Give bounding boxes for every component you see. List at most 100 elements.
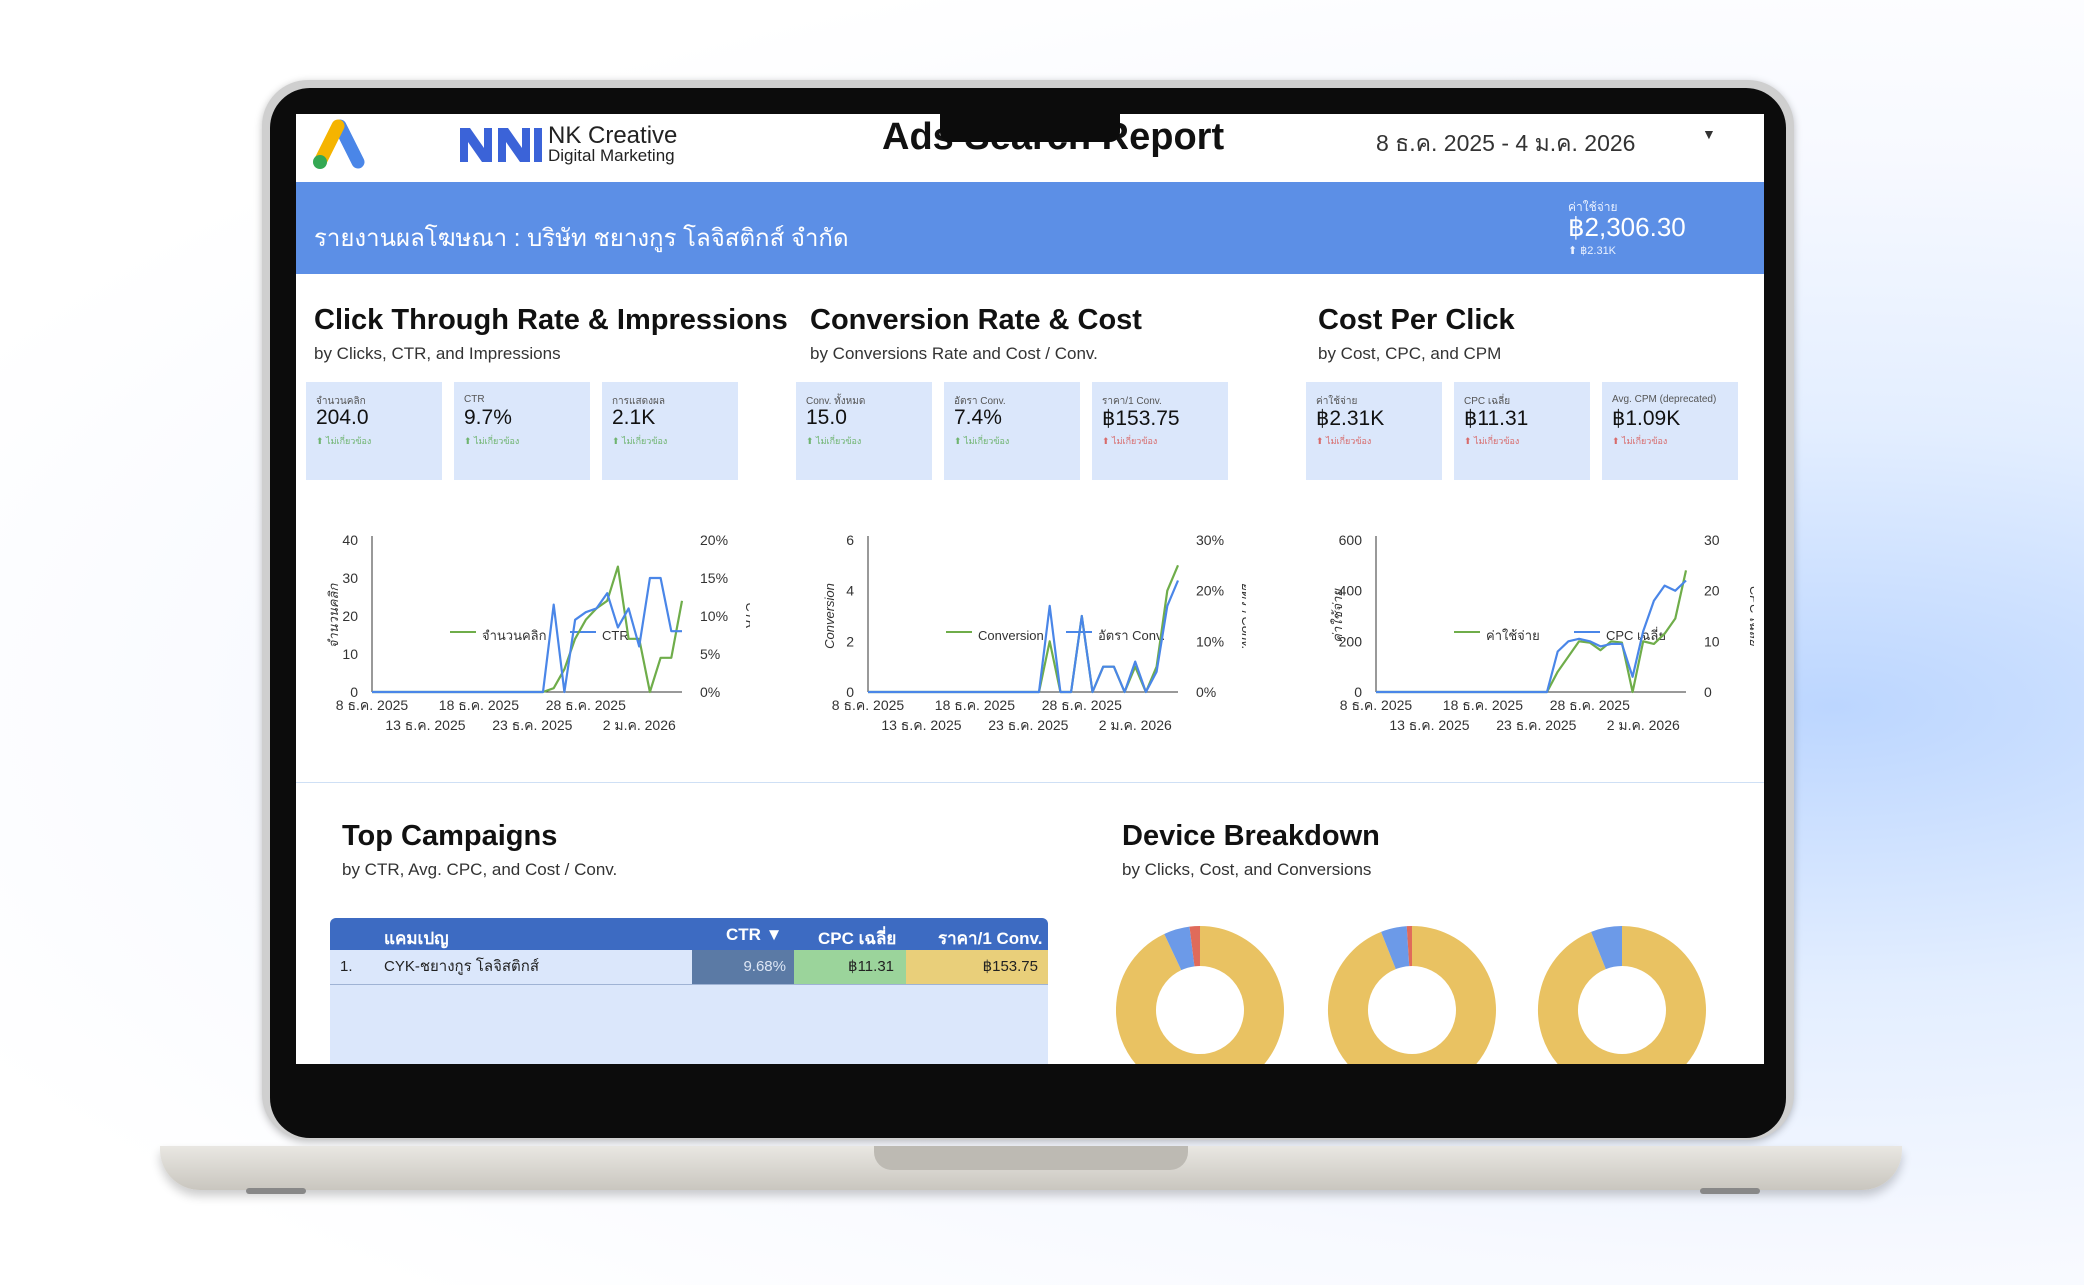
kpi-card[interactable]: Conv. ทั้งหมด 15.0 ⬆ ไม่เกี่ยวข้อง (796, 382, 932, 480)
row-divider (330, 984, 1048, 985)
y2-tick-label: 20 (1704, 583, 1720, 599)
kpi-value: 7.4% (954, 406, 1002, 429)
kpi-card[interactable]: ค่าใช้จ่าย ฿2.31K ⬆ ไม่เกี่ยวข้อง (1306, 382, 1442, 480)
x-tick-label: 28 ธ.ค. 2025 (1550, 697, 1630, 713)
column-header-cpc[interactable]: CPC เฉลี่ย (818, 929, 897, 948)
x-tick-label: 13 ธ.ค. 2025 (385, 717, 465, 733)
x-tick-label: 23 ธ.ค. 2025 (1496, 717, 1576, 733)
series-line (1376, 579, 1687, 694)
y-tick-label: 30 (342, 570, 358, 586)
y-axis-title: Conversion (822, 583, 837, 649)
kpi-value: 15.0 (806, 406, 847, 429)
campaign-cost-per-conv: ฿153.75 (906, 950, 1048, 984)
x-tick-label: 2 ม.ค. 2026 (1607, 717, 1680, 733)
y-tick-label: 20 (342, 608, 358, 624)
donut-slice (1328, 926, 1496, 1064)
y2-tick-label: 30 (1704, 532, 1720, 548)
section-title-conversion: Conversion Rate & Cost (810, 304, 1142, 336)
x-tick-label: 13 ธ.ค. 2025 (881, 717, 961, 733)
x-tick-label: 18 ธ.ค. 2025 (1443, 697, 1523, 713)
table-header: แคมเปญ CTR ▼ CPC เฉลี่ย ราคา/1 Conv. (330, 918, 1048, 950)
y-tick-label: 200 (1339, 633, 1363, 649)
y-tick-label: 4 (846, 583, 854, 599)
total-cost-label: ค่าใช้จ่าย (1568, 200, 1618, 214)
kpi-label: Avg. CPM (deprecated) (1612, 394, 1717, 405)
device-donut-charts[interactable] (1116, 924, 1756, 1064)
kpi-delta: ⬆ ไม่เกี่ยวข้อง (806, 436, 862, 446)
kpi-card[interactable]: Avg. CPM (deprecated) ฿1.09K ⬆ ไม่เกี่ยวข้… (1602, 382, 1738, 480)
top-campaigns-table: แคมเปญ CTR ▼ CPC เฉลี่ย ราคา/1 Conv. 1. … (330, 918, 1048, 1064)
nk-creative-logo-icon (460, 128, 542, 162)
legend-label: จำนวนคลิก (482, 628, 547, 643)
y-tick-label: 2 (846, 633, 854, 649)
laptop-opening-notch (874, 1146, 1188, 1170)
y2-axis-title: CTR (743, 603, 750, 630)
kpi-card[interactable]: CPC เฉลี่ย ฿11.31 ⬆ ไม่เกี่ยวข้อง (1454, 382, 1590, 480)
kpi-value: 2.1K (612, 406, 656, 429)
kpi-label: อัตรา Conv. (954, 396, 1006, 407)
donut-slice (1381, 926, 1410, 970)
y-tick-label: 0 (846, 684, 854, 700)
clicks-ctr-chart[interactable]: จำนวนคลิก CTR 0 10 20 30 40 0% 5% 10% 15% 20% จำนวนค… (310, 510, 750, 788)
y2-tick-label: 10% (1196, 633, 1224, 649)
x-tick-label: 8 ธ.ค. 2025 (1340, 697, 1413, 713)
table-row[interactable]: 1. CYK-ชยางกูร โลจิสติกส์ 9.68% ฿11.31 ฿… (330, 950, 1048, 984)
x-tick-label: 13 ธ.ค. 2025 (1389, 717, 1469, 733)
x-tick-label: 28 ธ.ค. 2025 (546, 697, 626, 713)
donut-slice (1538, 926, 1706, 1064)
kpi-card[interactable]: ราคา/1 Conv. ฿153.75 ⬆ ไม่เกี่ยวข้อง (1092, 382, 1228, 480)
y2-tick-label: 10% (700, 608, 728, 624)
kpi-label: CTR (464, 394, 485, 405)
x-tick-label: 2 ม.ค. 2026 (603, 717, 676, 733)
donut-slice (1189, 925, 1201, 967)
kpi-label: การแสดงผล (612, 396, 665, 407)
kpi-delta: ⬆ ไม่เกี่ยวข้อง (954, 436, 1010, 446)
cost-cpc-chart[interactable]: ค่าใช้จ่าย CPC เฉลี่ย 0 200 400 600 0 10 20 30 ค่า… (1314, 510, 1754, 788)
section-divider (296, 782, 1764, 783)
column-header-campaign[interactable]: แคมเปญ (384, 929, 449, 948)
kpi-value: 204.0 (316, 406, 369, 429)
kpi-label: ค่าใช้จ่าย (1316, 396, 1358, 407)
kpi-delta: ⬆ ไม่เกี่ยวข้อง (612, 436, 668, 446)
x-tick-label: 23 ธ.ค. 2025 (492, 717, 572, 733)
y-tick-label: 600 (1339, 532, 1363, 548)
legend-label: อัตรา Conv. (1098, 628, 1165, 643)
x-tick-label: 23 ธ.ค. 2025 (988, 717, 1068, 733)
x-tick-label: 28 ธ.ค. 2025 (1042, 697, 1122, 713)
kpi-delta: ⬆ ไม่เกี่ยวข้อง (316, 436, 372, 446)
kpi-label: ราคา/1 Conv. (1102, 396, 1162, 407)
x-tick-label: 8 ธ.ค. 2025 (336, 697, 409, 713)
device-breakdown-title: Device Breakdown (1122, 820, 1380, 852)
series-line (372, 576, 682, 694)
kpi-delta: ⬆ ไม่เกี่ยวข้อง (1102, 436, 1158, 446)
column-header-cost-per-conv[interactable]: ราคา/1 Conv. (938, 929, 1043, 948)
y2-axis-title: อัตรา Conv. (1239, 582, 1246, 649)
donut-slice (1164, 926, 1196, 971)
donut-slice (1591, 926, 1623, 970)
kpi-card[interactable]: CTR 9.7% ⬆ ไม่เกี่ยวข้อง (454, 382, 590, 480)
device-breakdown-subtitle: by Clicks, Cost, and Conversions (1122, 860, 1372, 879)
kpi-label: จำนวนคลิก (316, 396, 366, 407)
x-tick-label: 8 ธ.ค. 2025 (832, 697, 905, 713)
legend-label: ค่าใช้จ่าย (1486, 628, 1540, 643)
donut-slice (1116, 926, 1284, 1064)
kpi-value: ฿1.09K (1612, 407, 1681, 430)
brand-subtitle: Digital Marketing (548, 146, 675, 165)
conversion-rate-chart[interactable]: Conversion อัตรา Conv. 0 2 4 6 0% 10% 20% 30% Conv… (806, 510, 1246, 788)
kpi-card[interactable]: การแสดงผล 2.1K ⬆ ไม่เกี่ยวข้อง (602, 382, 738, 480)
legend-label: CTR (602, 628, 629, 643)
y2-tick-label: 0% (700, 684, 720, 700)
kpi-value: ฿11.31 (1464, 407, 1529, 430)
column-header-ctr[interactable]: CTR ▼ (726, 925, 783, 944)
chevron-down-icon[interactable]: ▼ (1702, 126, 1716, 142)
kpi-delta: ⬆ ไม่เกี่ยวข้อง (464, 436, 520, 446)
laptop-foot (1700, 1188, 1760, 1194)
y-tick-label: 10 (342, 646, 358, 662)
series-line (868, 580, 1180, 694)
kpi-label: Conv. ทั้งหมด (806, 396, 866, 407)
kpi-card[interactable]: อัตรา Conv. 7.4% ⬆ ไม่เกี่ยวข้อง (944, 382, 1080, 480)
x-tick-label: 2 ม.ค. 2026 (1099, 717, 1172, 733)
kpi-label: CPC เฉลี่ย (1464, 396, 1511, 407)
kpi-card[interactable]: จำนวนคลิก 204.0 ⬆ ไม่เกี่ยวข้อง (306, 382, 442, 480)
date-range-picker[interactable]: 8 ธ.ค. 2025 - 4 ม.ค. 2026 (1376, 130, 1636, 156)
